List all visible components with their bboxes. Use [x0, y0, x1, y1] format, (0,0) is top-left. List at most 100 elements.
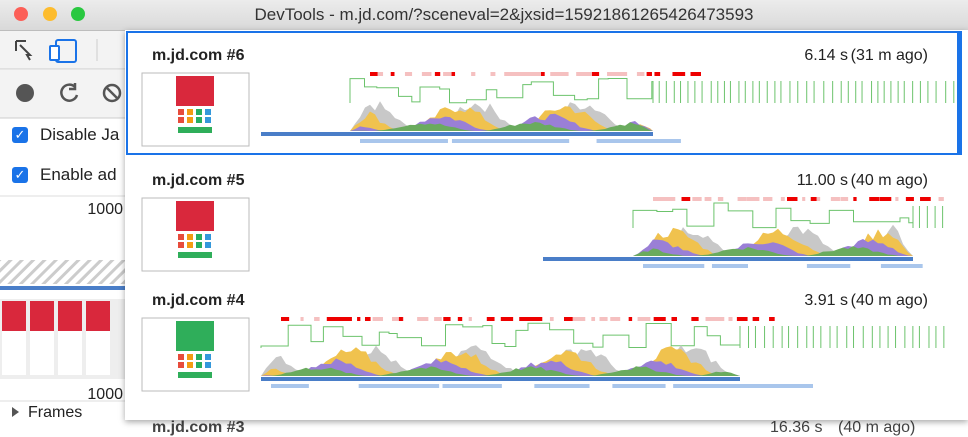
red-marker [417, 317, 429, 321]
red-marker [576, 72, 586, 76]
red-marker [434, 72, 441, 76]
checkbox-label: Disable Ja [40, 125, 120, 144]
clear-button[interactable] [102, 83, 122, 103]
thumbnail [196, 242, 202, 248]
scripting-area [261, 346, 740, 376]
red-marker [840, 197, 849, 201]
overview [141, 317, 945, 392]
thumbnail [178, 117, 184, 123]
thumbnail [178, 127, 212, 133]
red-marker [519, 317, 531, 321]
recording-duration: 16.36 s [770, 419, 823, 436]
thumbnail [187, 242, 193, 248]
selection-bar [957, 33, 962, 153]
toolbar [0, 31, 125, 69]
red-marker [816, 197, 821, 201]
network-bar [806, 264, 851, 268]
red-marker [457, 317, 463, 321]
painting-area [633, 246, 913, 256]
red-marker [572, 317, 586, 321]
network-bar [596, 139, 681, 143]
red-marker [370, 72, 378, 76]
fps-line [632, 202, 913, 229]
thumbnail [187, 362, 193, 368]
thumbnail [187, 354, 193, 360]
recording-duration: 6.14 s [804, 47, 848, 64]
red-marker [486, 317, 495, 321]
network-bar [711, 264, 749, 268]
thumbnail [205, 234, 211, 240]
red-marker [810, 197, 817, 201]
red-marker [540, 72, 545, 76]
red-marker [563, 317, 575, 321]
red-marker [853, 197, 857, 201]
close-button[interactable] [14, 7, 28, 21]
recording-name: m.jd.com #3 [152, 419, 245, 436]
red-marker [530, 72, 541, 76]
red-marker [434, 317, 442, 321]
red-marker [672, 72, 686, 76]
red-marker [281, 317, 290, 321]
recording-item[interactable]: m.jd.com #6 6.14 s (31 m ago) [126, 31, 962, 155]
reload-button[interactable] [60, 83, 79, 102]
red-marker [377, 72, 384, 76]
frames-label[interactable]: Frames [28, 404, 83, 421]
record-button[interactable] [16, 84, 34, 102]
painting-area [261, 366, 740, 376]
red-marker [681, 197, 691, 201]
network-bar [643, 264, 705, 268]
zoom-button[interactable] [71, 7, 85, 21]
red-marker [691, 317, 699, 321]
red-marker [637, 317, 651, 321]
red-marker [512, 72, 526, 76]
red-marker [671, 317, 677, 321]
recording-age: (40 m ago) [850, 292, 928, 309]
red-marker [391, 317, 404, 321]
recording-item[interactable]: m.jd.com #4 3.91 s (40 m ago) [128, 278, 960, 398]
scale-label: 1000 [87, 386, 123, 403]
recording-duration: 11.00 s [796, 172, 848, 189]
thumbnail [178, 252, 212, 258]
recording-age: (40 m ago) [838, 419, 916, 436]
red-marker [769, 317, 775, 321]
thumbnail [176, 321, 214, 351]
red-marker [869, 197, 880, 201]
red-marker [802, 197, 806, 201]
red-marker [920, 197, 931, 201]
thumbnail [178, 372, 212, 378]
red-marker [692, 197, 702, 201]
red-marker [905, 197, 914, 201]
red-marker [752, 317, 760, 321]
thumbnail [176, 76, 214, 106]
inspect-icon[interactable] [15, 40, 33, 61]
thumbnail [196, 354, 202, 360]
network-bar [261, 377, 740, 381]
red-marker [300, 317, 304, 321]
red-marker [534, 317, 543, 321]
red-marker [938, 197, 944, 201]
red-marker [653, 197, 665, 201]
minimize-button[interactable] [43, 7, 57, 21]
red-marker [653, 317, 666, 321]
scale-label: 1000 [87, 201, 123, 218]
red-marker [787, 197, 798, 201]
idle-area [350, 101, 653, 131]
red-marker [490, 72, 496, 76]
filmstrip [0, 299, 125, 379]
red-marker [421, 72, 432, 76]
red-marker [591, 72, 600, 76]
network-bar [543, 257, 913, 261]
network-bar [271, 384, 309, 388]
checkbox[interactable]: ✓ [12, 167, 28, 183]
network-bar [734, 384, 814, 388]
network-bar [451, 139, 538, 143]
red-marker [654, 72, 661, 76]
red-marker [746, 197, 760, 201]
recording-item[interactable]: m.jd.com #5 11.00 s (40 m ago) [128, 158, 960, 278]
overview [141, 197, 944, 272]
checkbox[interactable]: ✓ [12, 127, 28, 143]
red-marker [451, 72, 456, 76]
red-marker [628, 317, 633, 321]
recording-age: (31 m ago) [850, 47, 928, 64]
idle-area [633, 224, 913, 256]
